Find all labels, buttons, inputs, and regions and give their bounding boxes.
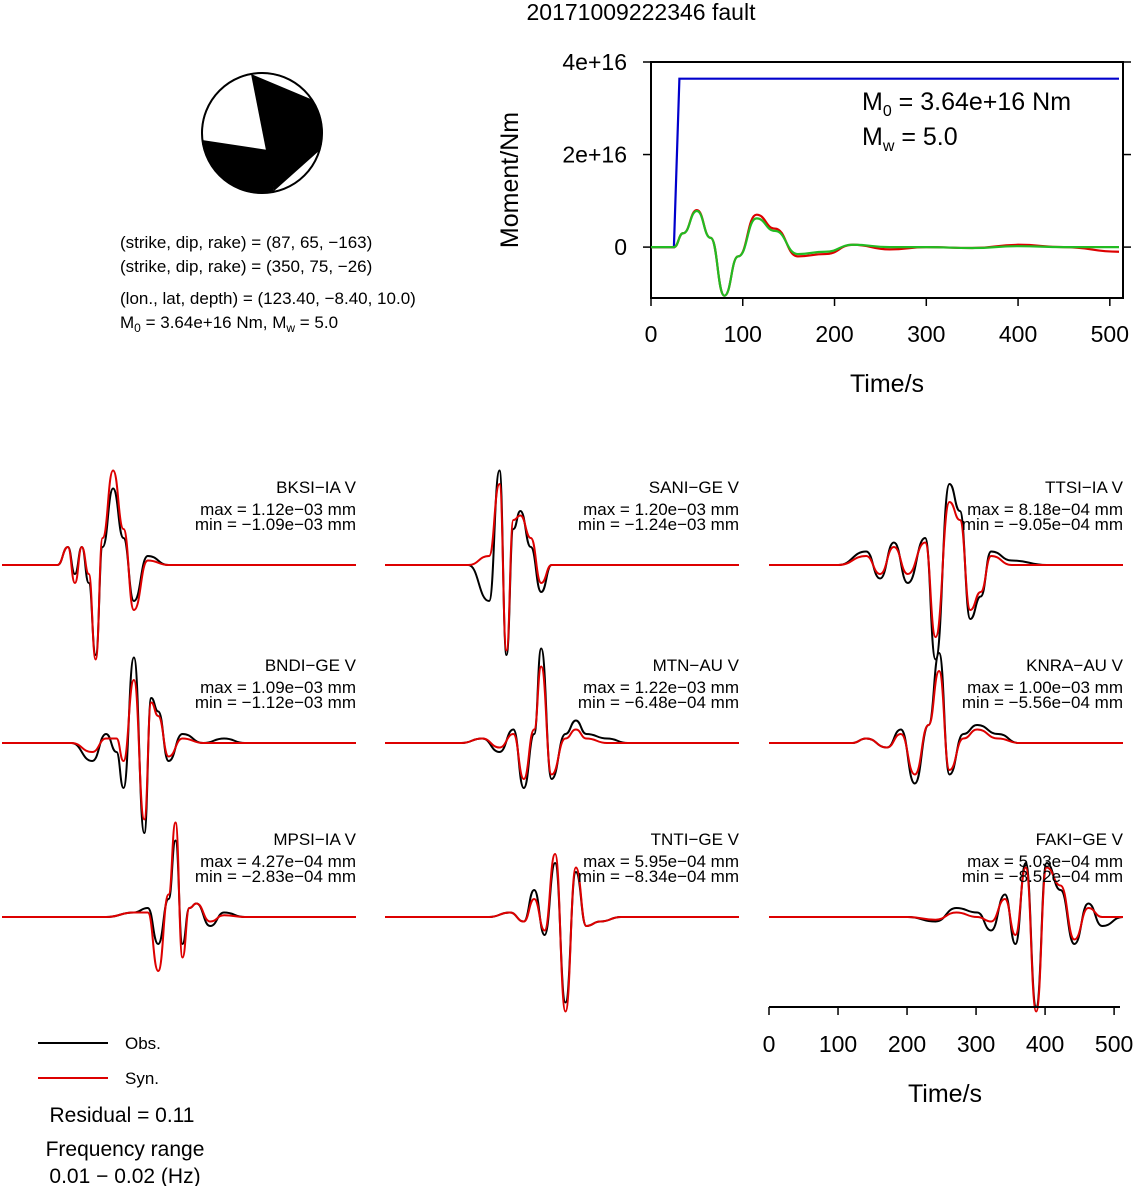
waveform-x-tick-label: 100 — [819, 1031, 857, 1057]
station-name: FAKI−GE V — [1036, 830, 1124, 849]
waveform-syn-0 — [1, 469, 356, 661]
station-min: min = −8.34e−04 mm — [578, 867, 739, 886]
nodal-plane-2: (strike, dip, rake) = (350, 75, −26) — [120, 257, 372, 276]
waveform-syn-2 — [768, 500, 1123, 639]
m0-annotation: M0 = 3.64e+16 Nm — [862, 88, 1071, 120]
moment-y-ticks: 0 2e+16 4e+16 — [562, 49, 1131, 260]
waveform-obs-4 — [385, 647, 739, 790]
station-max: max = 5.95e−04 mm — [583, 852, 739, 871]
moment-series-2 — [651, 209, 1119, 297]
waveform-obs-2 — [768, 482, 1123, 661]
moment-y-tick-label: 2e+16 — [562, 142, 627, 168]
legend-obs-label: Obs. — [125, 1034, 161, 1053]
station-max: max = 1.09e−03 mm — [200, 678, 356, 697]
moment-series-group — [651, 77, 1120, 297]
station-min: min = −2.83e−04 mm — [195, 867, 356, 886]
moment-x-tick-label: 0 — [645, 321, 658, 347]
station-name: BKSI−IA V — [276, 478, 357, 497]
moment-plot-frame — [650, 61, 1124, 299]
beachball-icon — [201, 72, 323, 194]
location-depth: (lon., lat, depth) = (123.40, −8.40, 10.… — [120, 289, 416, 308]
legend-syn-label: Syn. — [125, 1069, 159, 1088]
station-name: TTSI−IA V — [1045, 478, 1124, 497]
moment-x-tick-label: 400 — [999, 321, 1037, 347]
station-max: max = 1.00e−03 mm — [967, 678, 1123, 697]
station-max: max = 1.22e−03 mm — [583, 678, 739, 697]
station-min: min = −6.48e−04 mm — [578, 693, 739, 712]
station-name: TNTI−GE V — [651, 830, 740, 849]
waveform-x-tick-label: 200 — [888, 1031, 926, 1057]
station-min: min = −1.09e−03 mm — [195, 515, 356, 534]
moment-x-label: Time/s — [850, 370, 924, 398]
waveform-x-tick-label: 0 — [763, 1031, 776, 1057]
station-max: max = 5.03e−04 mm — [967, 852, 1123, 871]
moment-summary: M0 = 3.64e+16 Nm, Mw = 5.0 — [120, 313, 338, 335]
waveform-obs-3 — [2, 656, 356, 835]
station-min: min = −8.52e−04 mm — [962, 867, 1123, 886]
station-name: BNDI−GE V — [265, 656, 357, 675]
waveform-syn-4 — [385, 665, 739, 781]
residual-label: Residual = 0.11 — [50, 1104, 195, 1127]
waveform-obs-1 — [384, 469, 739, 657]
waveform-x-tick-label: 500 — [1095, 1031, 1133, 1057]
station-name: MTN−AU V — [653, 656, 740, 675]
station-name: MPSI−IA V — [273, 830, 356, 849]
waveform-syn-3 — [2, 678, 356, 821]
station-max: max = 1.12e−03 mm — [200, 500, 356, 519]
station-min: min = −5.56e−04 mm — [962, 693, 1123, 712]
moment-x-tick-label: 500 — [1091, 321, 1129, 347]
waveform-x-tick-label: 300 — [957, 1031, 995, 1057]
figure-title: 20171009222346 fault — [527, 0, 757, 25]
frequency-range-label: Frequency range — [46, 1138, 205, 1161]
station-min: min = −9.05e−04 mm — [962, 515, 1123, 534]
moment-x-tick-label: 300 — [907, 321, 945, 347]
moment-y-tick-label: 4e+16 — [562, 49, 627, 75]
station-name: SANI−GE V — [649, 478, 740, 497]
moment-chart: 0 100 200 300 400 500 0 2e+16 4e+16 Time/s Mome… — [496, 49, 1131, 398]
station-max: max = 8.18e−04 mm — [967, 500, 1123, 519]
station-min: min = −1.24e−03 mm — [578, 515, 739, 534]
waveform-x-tick-label: 400 — [1026, 1031, 1064, 1057]
moment-x-tick-label: 100 — [724, 321, 762, 347]
legend: Obs. Syn. — [38, 1034, 161, 1088]
waveform-syn-1 — [384, 482, 739, 652]
waveform-syn-7 — [385, 852, 739, 1013]
waveform-x-label: Time/s — [908, 1080, 982, 1108]
moment-y-tick-label: 0 — [614, 234, 627, 260]
moment-series-1 — [651, 208, 1120, 297]
moment-y-label: Moment/Nm — [496, 112, 524, 248]
moment-x-tick-label: 200 — [815, 321, 853, 347]
moment-x-ticks: 0 100 200 300 400 500 — [645, 298, 1129, 347]
waveform-syn-8 — [769, 866, 1123, 1013]
mw-annotation: Mw = 5.0 — [862, 123, 958, 155]
frequency-range-value: 0.01 − 0.02 (Hz) — [49, 1165, 200, 1186]
station-max: max = 4.27e−04 mm — [200, 852, 356, 871]
station-min: min = −1.12e−03 mm — [195, 693, 356, 712]
waveform-syn-5 — [769, 669, 1123, 776]
station-name: KNRA−AU V — [1026, 656, 1123, 675]
nodal-plane-1: (strike, dip, rake) = (87, 65, −163) — [120, 233, 372, 252]
waveform-time-axis: 0 100 200 300 400 500 — [763, 1006, 1133, 1057]
waveform-syn-6 — [2, 821, 356, 973]
station-max: max = 1.20e−03 mm — [583, 500, 739, 519]
